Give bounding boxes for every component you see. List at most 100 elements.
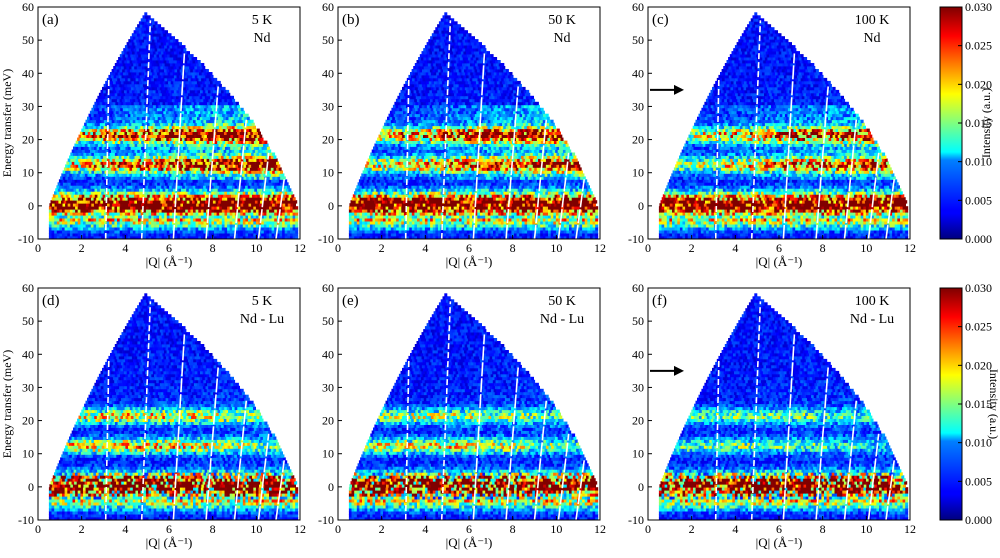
y-tick-label: -10 bbox=[18, 232, 34, 246]
x-tick-label: 12 bbox=[904, 241, 916, 255]
x-tick-label: 6 bbox=[776, 241, 782, 255]
x-tick-label: 8 bbox=[510, 241, 516, 255]
x-tick-label: 6 bbox=[166, 522, 172, 536]
colorbar-bottom: 0.0000.0050.0100.0150.0200.0250.030Inten… bbox=[940, 281, 1000, 527]
x-tick-label: 2 bbox=[79, 241, 85, 255]
x-tick-label: 12 bbox=[594, 241, 606, 255]
x-tick-label: 8 bbox=[820, 241, 826, 255]
panel-label: (f) bbox=[652, 293, 667, 309]
x-tick-label: 0 bbox=[335, 522, 341, 536]
panel-label: (c) bbox=[652, 12, 669, 28]
x-tick-label: 6 bbox=[466, 241, 472, 255]
x-tick-label: 10 bbox=[860, 522, 872, 536]
temperature-label: 5 K bbox=[252, 294, 273, 309]
temperature-label: 100 K bbox=[855, 13, 890, 28]
x-axis-label: |Q| (Å⁻¹) bbox=[446, 535, 493, 550]
temperature-label: 100 K bbox=[855, 294, 890, 309]
y-tick-label: 60 bbox=[322, 0, 334, 14]
y-tick-label: 60 bbox=[322, 281, 334, 295]
y-axis-label: Energy transfer (meV) bbox=[0, 69, 14, 177]
y-tick-label: 20 bbox=[22, 133, 34, 147]
y-tick-label: 10 bbox=[632, 166, 644, 180]
x-tick-label: 6 bbox=[166, 241, 172, 255]
y-tick-label: 0 bbox=[328, 199, 334, 213]
colorbar-tick-label: 0.005 bbox=[965, 193, 992, 207]
y-tick-label: 40 bbox=[22, 347, 34, 361]
colorbar-label: Intensity (a.u.) bbox=[987, 369, 1000, 439]
y-tick-label: 50 bbox=[632, 314, 644, 328]
x-tick-label: 10 bbox=[250, 241, 262, 255]
x-tick-label: 2 bbox=[379, 522, 385, 536]
y-tick-label: -10 bbox=[318, 232, 334, 246]
arrow-head bbox=[674, 366, 684, 376]
x-tick-label: 8 bbox=[510, 522, 516, 536]
x-axis-label: |Q| (Å⁻¹) bbox=[756, 254, 803, 269]
x-axis-label: |Q| (Å⁻¹) bbox=[446, 254, 493, 269]
x-tick-label: 12 bbox=[294, 522, 306, 536]
colorbar-tick-label: 0.005 bbox=[965, 474, 992, 488]
intensity-map bbox=[49, 293, 298, 520]
colorbar-tick-label: 0.025 bbox=[965, 320, 992, 334]
sample-label: Nd - Lu bbox=[240, 312, 284, 327]
x-tick-label: 2 bbox=[379, 241, 385, 255]
y-tick-label: 40 bbox=[632, 66, 644, 80]
x-tick-label: 2 bbox=[79, 522, 85, 536]
x-tick-label: 4 bbox=[422, 241, 428, 255]
x-axis-label: |Q| (Å⁻¹) bbox=[146, 535, 193, 550]
temperature-label: 50 K bbox=[548, 294, 576, 309]
y-tick-label: 30 bbox=[632, 380, 644, 394]
y-tick-label: 10 bbox=[22, 166, 34, 180]
y-tick-label: 0 bbox=[638, 199, 644, 213]
temperature-label: 50 K bbox=[548, 13, 576, 28]
sample-label: Nd - Lu bbox=[540, 312, 584, 327]
y-tick-label: 50 bbox=[632, 33, 644, 47]
panel-label: (a) bbox=[42, 12, 59, 28]
y-tick-label: 30 bbox=[22, 99, 34, 113]
y-tick-label: 40 bbox=[322, 347, 334, 361]
x-tick-label: 8 bbox=[820, 522, 826, 536]
x-tick-label: 12 bbox=[904, 522, 916, 536]
panel-label: (b) bbox=[342, 12, 360, 28]
y-tick-label: 10 bbox=[632, 447, 644, 461]
intensity-map bbox=[659, 12, 908, 239]
colorbar-label: Intensity (a.u.) bbox=[979, 88, 993, 158]
y-tick-label: 30 bbox=[632, 99, 644, 113]
panel-label: (d) bbox=[42, 293, 60, 309]
x-axis-label: |Q| (Å⁻¹) bbox=[146, 254, 193, 269]
colorbar-tick-label: 0.030 bbox=[965, 0, 992, 14]
x-tick-label: 0 bbox=[645, 241, 651, 255]
y-tick-label: 20 bbox=[632, 414, 644, 428]
x-tick-label: 6 bbox=[466, 522, 472, 536]
x-tick-label: 4 bbox=[122, 241, 128, 255]
y-tick-label: 20 bbox=[632, 133, 644, 147]
y-tick-label: 10 bbox=[322, 166, 334, 180]
y-tick-label: 0 bbox=[638, 480, 644, 494]
y-tick-label: 50 bbox=[22, 33, 34, 47]
y-tick-label: 40 bbox=[322, 66, 334, 80]
intensity-map bbox=[349, 12, 598, 239]
x-tick-label: 10 bbox=[860, 241, 872, 255]
x-tick-label: 0 bbox=[335, 241, 341, 255]
x-tick-label: 6 bbox=[776, 522, 782, 536]
y-tick-label: 40 bbox=[22, 66, 34, 80]
y-tick-label: 30 bbox=[322, 380, 334, 394]
x-tick-label: 4 bbox=[732, 241, 738, 255]
intensity-map bbox=[659, 293, 908, 520]
x-tick-label: 10 bbox=[250, 522, 262, 536]
colorbar-tick-label: 0.025 bbox=[965, 39, 992, 53]
y-tick-label: 60 bbox=[22, 281, 34, 295]
y-tick-label: -10 bbox=[628, 232, 644, 246]
arrow-head bbox=[674, 85, 684, 95]
y-tick-label: 60 bbox=[22, 0, 34, 14]
x-tick-label: 0 bbox=[35, 522, 41, 536]
y-tick-label: 10 bbox=[322, 447, 334, 461]
temperature-label: 5 K bbox=[252, 13, 273, 28]
y-tick-label: 50 bbox=[22, 314, 34, 328]
y-tick-label: -10 bbox=[628, 513, 644, 527]
y-tick-label: 10 bbox=[22, 447, 34, 461]
x-tick-label: 10 bbox=[550, 522, 562, 536]
y-tick-label: 0 bbox=[28, 480, 34, 494]
